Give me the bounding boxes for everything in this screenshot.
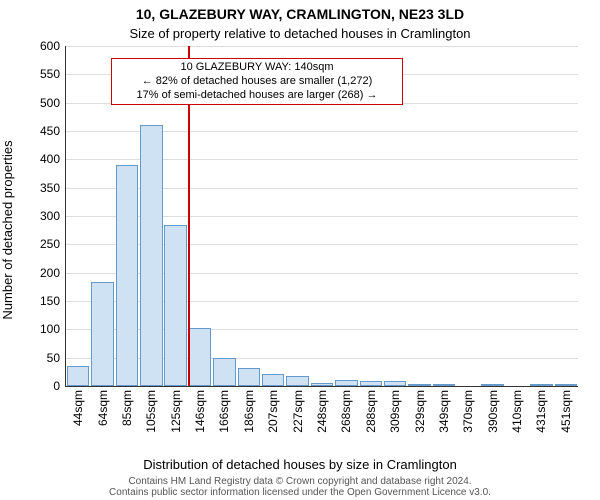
x-tick-label: 125sqm [169, 386, 183, 433]
x-tick-label: 370sqm [461, 386, 475, 433]
y-tick-label: 400 [40, 152, 66, 166]
x-tick-label: 166sqm [217, 386, 231, 433]
x-tick-label: 85sqm [120, 386, 134, 426]
x-tick-label: 227sqm [291, 386, 305, 433]
y-tick-label: 250 [40, 237, 66, 251]
chart-title-main: 10, GLAZEBURY WAY, CRAMLINGTON, NE23 3LD [0, 6, 600, 22]
histogram-bar [67, 366, 89, 386]
y-tick-label: 100 [40, 322, 66, 336]
annotation-line-1: 10 GLAZEBURY WAY: 140sqm [118, 61, 396, 75]
x-tick-label: 268sqm [339, 386, 353, 433]
x-tick-label: 390sqm [486, 386, 500, 433]
x-tick-label: 451sqm [559, 386, 573, 433]
y-tick-label: 450 [40, 124, 66, 138]
y-tick-label: 50 [47, 351, 66, 365]
y-tick-label: 600 [40, 39, 66, 53]
x-tick-label: 64sqm [96, 386, 110, 426]
y-tick-label: 150 [40, 294, 66, 308]
x-tick-label: 309sqm [388, 386, 402, 433]
histogram-bar [140, 125, 162, 386]
y-axis-label: Number of detached properties [0, 51, 15, 230]
x-tick-label: 431sqm [534, 386, 548, 433]
x-tick-label: 105sqm [144, 386, 158, 433]
y-tick-label: 200 [40, 266, 66, 280]
chart-title-sub: Size of property relative to detached ho… [0, 26, 600, 41]
footer-line1: Contains HM Land Registry data © Crown c… [0, 476, 600, 487]
histogram-bar [262, 374, 284, 386]
histogram-bar [164, 225, 186, 387]
annotation-line-2: ← 82% of detached houses are smaller (1,… [118, 75, 396, 89]
x-tick-label: 349sqm [437, 386, 451, 433]
x-tick-label: 410sqm [510, 386, 524, 433]
footer-attribution: Contains HM Land Registry data © Crown c… [0, 476, 600, 498]
x-tick-label: 186sqm [242, 386, 256, 433]
y-tick-label: 0 [53, 379, 66, 393]
footer-line2: Contains public sector information licen… [0, 487, 600, 498]
x-tick-label: 329sqm [413, 386, 427, 433]
annotation-box: 10 GLAZEBURY WAY: 140sqm← 82% of detache… [111, 58, 403, 105]
annotation-line-3: 17% of semi-detached houses are larger (… [118, 89, 396, 103]
x-tick-label: 288sqm [364, 386, 378, 433]
histogram-bar [116, 165, 138, 386]
histogram-bar [238, 368, 260, 386]
y-tick-label: 550 [40, 67, 66, 81]
plot-area: 05010015020025030035040045050055060044sq… [65, 46, 578, 387]
gridline [66, 46, 578, 47]
histogram-bar [189, 328, 211, 386]
y-tick-label: 300 [40, 209, 66, 223]
x-tick-label: 207sqm [266, 386, 280, 433]
x-tick-label: 146sqm [193, 386, 207, 433]
x-axis-label: Distribution of detached houses by size … [0, 457, 600, 472]
x-tick-label: 44sqm [71, 386, 85, 426]
y-tick-label: 500 [40, 96, 66, 110]
histogram-bar [91, 282, 113, 386]
x-tick-label: 248sqm [315, 386, 329, 433]
histogram-bar [286, 376, 308, 386]
y-tick-label: 350 [40, 181, 66, 195]
histogram-bar [213, 358, 235, 386]
